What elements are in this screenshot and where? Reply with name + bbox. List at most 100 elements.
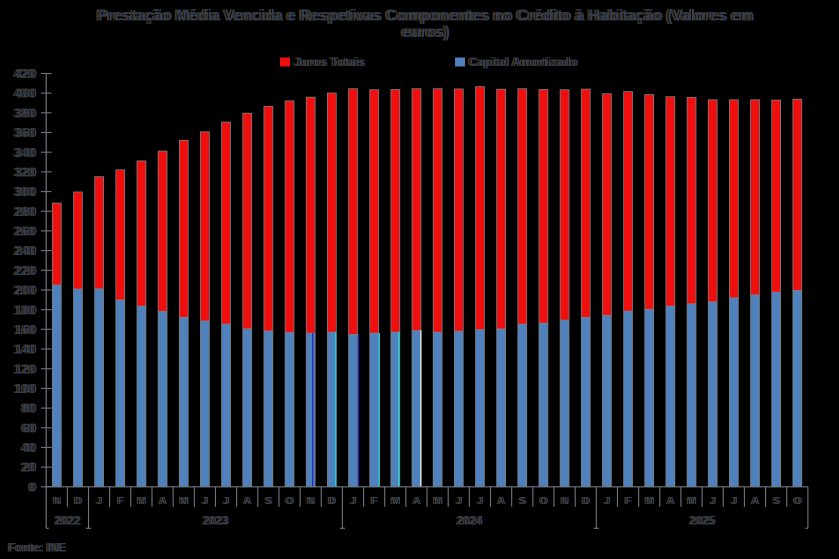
svg-text:80: 80 <box>20 401 34 416</box>
svg-text:400: 400 <box>13 86 35 101</box>
svg-text:A: A <box>412 495 420 507</box>
svg-text:0: 0 <box>30 479 37 494</box>
svg-text:320: 320 <box>13 165 35 180</box>
svg-text:A: A <box>498 495 506 507</box>
svg-text:M: M <box>432 495 441 507</box>
svg-text:A: A <box>750 495 758 507</box>
svg-text:N: N <box>560 495 568 507</box>
svg-text:J: J <box>603 495 609 507</box>
svg-text:220: 220 <box>13 263 35 278</box>
svg-text:A: A <box>158 495 166 507</box>
svg-text:A: A <box>668 495 676 507</box>
svg-text:2024: 2024 <box>456 516 482 528</box>
svg-text:300: 300 <box>13 184 35 199</box>
svg-text:200: 200 <box>15 283 37 298</box>
svg-text:S: S <box>520 495 527 507</box>
svg-text:D: D <box>75 495 83 507</box>
svg-text:Juros Totais: Juros Totais <box>295 55 366 69</box>
svg-text:M: M <box>180 495 189 507</box>
svg-text:2024: 2024 <box>458 516 484 528</box>
svg-text:M: M <box>644 495 653 507</box>
svg-text:J: J <box>201 495 207 507</box>
svg-text:J: J <box>478 495 484 507</box>
svg-text:100: 100 <box>15 381 37 396</box>
svg-text:120: 120 <box>15 361 37 376</box>
svg-text:Prestação Média Vencida e Resp: Prestação Média Vencida e Respetivas Com… <box>98 8 754 25</box>
svg-text:240: 240 <box>13 243 35 258</box>
svg-text:J: J <box>709 495 715 507</box>
svg-text:180: 180 <box>15 302 37 317</box>
svg-text:D: D <box>73 495 81 507</box>
svg-text:M: M <box>138 495 147 507</box>
svg-text:S: S <box>264 495 271 507</box>
svg-text:O: O <box>284 495 292 507</box>
svg-text:A: A <box>160 495 168 507</box>
svg-text:F: F <box>372 495 379 507</box>
svg-text:O: O <box>540 495 548 507</box>
svg-text:220: 220 <box>15 263 37 278</box>
svg-text:320: 320 <box>15 165 37 180</box>
svg-text:D: D <box>583 495 591 507</box>
svg-text:D: D <box>581 495 589 507</box>
svg-text:M: M <box>178 495 187 507</box>
svg-text:160: 160 <box>13 322 35 337</box>
svg-text:O: O <box>538 495 546 507</box>
svg-text:A: A <box>414 495 422 507</box>
svg-text:A: A <box>244 495 252 507</box>
svg-text:M: M <box>434 495 443 507</box>
svg-text:F: F <box>118 495 125 507</box>
svg-text:A: A <box>496 495 504 507</box>
svg-text:120: 120 <box>13 361 35 376</box>
svg-text:J: J <box>222 495 228 507</box>
svg-text:Fonte: INE: Fonte: INE <box>9 543 67 555</box>
svg-text:40: 40 <box>23 440 37 455</box>
svg-text:O: O <box>794 495 802 507</box>
svg-text:J: J <box>203 495 209 507</box>
svg-text:60: 60 <box>23 420 37 435</box>
svg-text:40: 40 <box>20 440 34 455</box>
svg-text:J: J <box>224 495 230 507</box>
svg-text:J: J <box>476 495 482 507</box>
svg-text:M: M <box>136 495 145 507</box>
svg-text:380: 380 <box>15 105 37 120</box>
svg-text:340: 340 <box>15 145 37 160</box>
svg-text:J: J <box>711 495 717 507</box>
svg-text:140: 140 <box>13 342 35 357</box>
svg-text:60: 60 <box>20 420 34 435</box>
svg-text:240: 240 <box>15 243 37 258</box>
svg-text:J: J <box>351 495 357 507</box>
svg-text:J: J <box>95 495 101 507</box>
svg-text:S: S <box>774 495 781 507</box>
svg-text:400: 400 <box>15 86 37 101</box>
svg-text:2025: 2025 <box>688 516 714 528</box>
svg-text:M: M <box>390 495 399 507</box>
svg-text:260: 260 <box>13 224 35 239</box>
svg-text:360: 360 <box>15 125 37 140</box>
svg-text:340: 340 <box>13 145 35 160</box>
svg-text:J: J <box>605 495 611 507</box>
svg-text:D: D <box>329 495 337 507</box>
svg-text:260: 260 <box>15 224 37 239</box>
svg-text:euros): euros) <box>403 24 450 41</box>
svg-text:280: 280 <box>15 204 37 219</box>
svg-text:N: N <box>562 495 570 507</box>
svg-text:O: O <box>286 495 294 507</box>
svg-text:M: M <box>646 495 655 507</box>
svg-text:J: J <box>457 495 463 507</box>
svg-text:M: M <box>392 495 401 507</box>
svg-text:360: 360 <box>13 125 35 140</box>
svg-text:S: S <box>266 495 273 507</box>
svg-text:380: 380 <box>13 105 35 120</box>
svg-text:A: A <box>666 495 674 507</box>
svg-text:80: 80 <box>23 401 37 416</box>
svg-text:F: F <box>624 495 631 507</box>
svg-text:280: 280 <box>13 204 35 219</box>
svg-text:N: N <box>52 495 60 507</box>
svg-text:Juros Totais: Juros Totais <box>293 55 364 69</box>
svg-text:euros): euros) <box>400 24 447 41</box>
svg-text:180: 180 <box>13 302 35 317</box>
svg-text:2022: 2022 <box>54 516 80 528</box>
svg-text:F: F <box>370 495 377 507</box>
svg-text:F: F <box>626 495 633 507</box>
svg-text:J: J <box>732 495 738 507</box>
